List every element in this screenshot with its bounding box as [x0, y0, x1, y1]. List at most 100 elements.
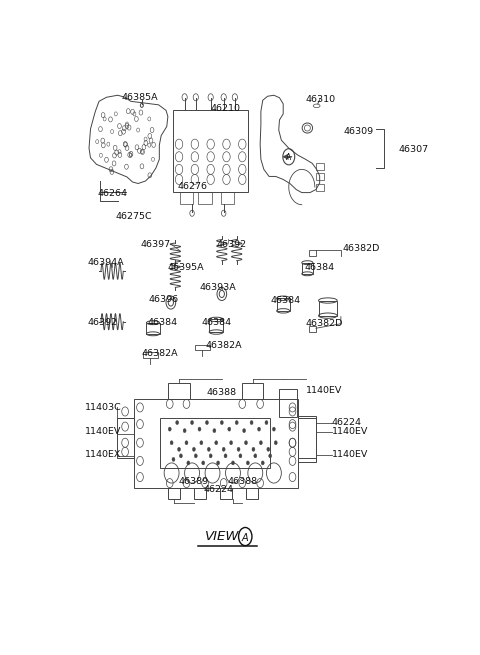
Circle shape [258, 427, 261, 431]
Bar [160, 417, 270, 468]
Text: 46382A: 46382A [142, 349, 179, 358]
Circle shape [207, 447, 210, 451]
Circle shape [192, 447, 195, 451]
Text: 46392: 46392 [216, 240, 246, 248]
Text: 46384: 46384 [147, 318, 178, 328]
Text: A: A [242, 533, 249, 542]
Circle shape [229, 441, 233, 445]
Bar [316, 174, 324, 181]
Circle shape [273, 427, 276, 431]
Text: 1140EV: 1140EV [332, 451, 368, 459]
Text: 46382D: 46382D [305, 319, 343, 328]
Circle shape [252, 447, 255, 451]
Text: 46395A: 46395A [167, 263, 204, 272]
Text: 1140EV: 1140EV [85, 427, 121, 436]
Circle shape [269, 454, 272, 458]
Circle shape [187, 461, 190, 465]
Bar [302, 263, 313, 274]
Text: 46264: 46264 [97, 189, 127, 198]
Text: 1140EV: 1140EV [332, 427, 368, 436]
Circle shape [274, 441, 277, 445]
Circle shape [224, 454, 227, 458]
Circle shape [191, 421, 193, 424]
Bar [316, 163, 324, 170]
Circle shape [215, 441, 218, 445]
Text: 46276: 46276 [177, 182, 207, 191]
Text: 46384: 46384 [202, 318, 231, 328]
Circle shape [183, 428, 186, 433]
Text: 46384: 46384 [270, 296, 300, 305]
Bar [276, 298, 290, 311]
Circle shape [168, 427, 171, 431]
Bar [220, 488, 232, 499]
Circle shape [237, 447, 240, 451]
Circle shape [209, 454, 212, 458]
Text: 46224: 46224 [203, 485, 233, 494]
Circle shape [205, 421, 208, 424]
Circle shape [220, 421, 223, 424]
Bar [146, 323, 159, 334]
Text: 11403C: 11403C [85, 403, 122, 412]
Text: 46394A: 46394A [88, 258, 124, 267]
Bar [221, 192, 234, 204]
Text: 46310: 46310 [305, 95, 336, 104]
Bar [194, 488, 206, 499]
Bar [198, 192, 212, 204]
Text: VIEW: VIEW [205, 530, 240, 543]
Bar [168, 383, 190, 399]
Text: 46384: 46384 [305, 263, 335, 272]
Bar [134, 399, 298, 488]
Bar [319, 301, 337, 316]
Circle shape [228, 427, 231, 431]
Bar [209, 320, 223, 332]
Bar [173, 111, 248, 192]
Circle shape [180, 454, 182, 458]
Text: 46275C: 46275C [115, 212, 152, 221]
Circle shape [235, 421, 238, 424]
Text: 46309: 46309 [344, 126, 373, 136]
Circle shape [194, 454, 197, 458]
Text: 46224: 46224 [332, 418, 361, 427]
Text: A: A [286, 153, 291, 162]
Circle shape [222, 447, 225, 451]
Text: 46389: 46389 [179, 477, 209, 485]
Circle shape [243, 428, 246, 433]
Circle shape [170, 441, 173, 445]
Text: 46382A: 46382A [205, 341, 242, 350]
Bar [168, 488, 180, 499]
Circle shape [198, 427, 201, 431]
Circle shape [267, 447, 270, 451]
Circle shape [213, 428, 216, 433]
Bar [298, 417, 316, 458]
Circle shape [259, 441, 263, 445]
Bar [316, 183, 324, 191]
Circle shape [185, 441, 188, 445]
Circle shape [216, 461, 219, 465]
Circle shape [246, 461, 249, 465]
Text: 46385A: 46385A [121, 93, 158, 102]
Text: 46307: 46307 [398, 145, 429, 154]
Circle shape [244, 441, 248, 445]
Bar [298, 415, 316, 462]
Text: 1140EX: 1140EX [85, 451, 121, 459]
Text: 46392: 46392 [88, 318, 118, 328]
Circle shape [250, 421, 253, 424]
Text: 46397: 46397 [141, 240, 171, 248]
Text: 1140EV: 1140EV [305, 386, 342, 395]
Circle shape [239, 454, 242, 458]
Bar [309, 326, 316, 332]
Text: 46388: 46388 [207, 388, 237, 397]
Circle shape [200, 441, 203, 445]
Text: 46382D: 46382D [343, 244, 380, 253]
Circle shape [261, 461, 264, 465]
Circle shape [178, 447, 180, 451]
Bar [143, 352, 158, 358]
Circle shape [202, 461, 204, 465]
Circle shape [176, 421, 179, 424]
Bar [279, 389, 297, 417]
Bar [180, 192, 193, 204]
Circle shape [231, 461, 234, 465]
Bar [195, 345, 210, 350]
Text: 46388: 46388 [227, 477, 257, 485]
Bar [242, 383, 263, 399]
